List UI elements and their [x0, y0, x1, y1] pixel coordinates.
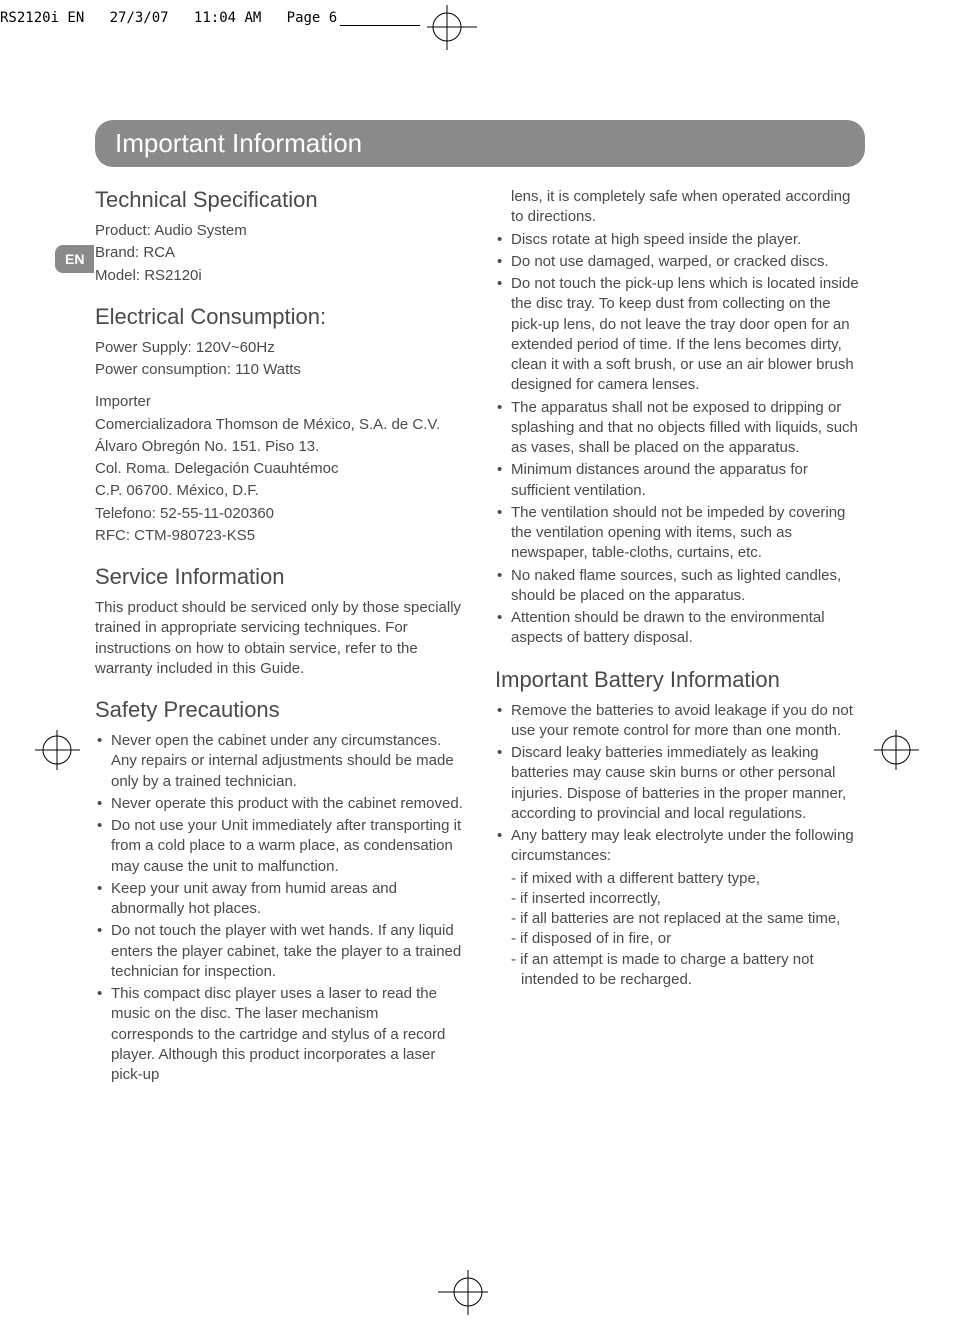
- list-item: Attention should be drawn to the environ…: [495, 608, 865, 649]
- print-header: RS2120i EN 27/3/07 11:04 AM Page 6: [0, 10, 337, 26]
- tech-product: Product: Audio System: [95, 221, 465, 241]
- importer-line: Col. Roma. Delegación Cuauhtémoc: [95, 459, 465, 479]
- left-column: Technical Specification Product: Audio S…: [95, 187, 465, 1087]
- list-item: No naked flame sources, such as lighted …: [495, 566, 865, 607]
- list-item: This compact disc player uses a laser to…: [95, 984, 465, 1085]
- sublist-item: - if an attempt is made to charge a batt…: [511, 950, 865, 991]
- sublist-item: - if inserted incorrectly,: [511, 889, 865, 909]
- list-item: Discs rotate at high speed inside the pl…: [495, 230, 865, 250]
- battery-sublist: - if mixed with a different battery type…: [495, 869, 865, 991]
- list-item: Any battery may leak electrolyte under t…: [495, 826, 865, 867]
- sublist-item: - if disposed of in fire, or: [511, 929, 865, 949]
- electrical-heading: Electrical Consumption:: [95, 304, 465, 330]
- page-content: Important Information Technical Specific…: [95, 120, 865, 1087]
- crop-line: [340, 25, 420, 26]
- section-banner: Important Information: [95, 120, 865, 167]
- importer-line: Comercializadora Thomson de México, S.A.…: [95, 415, 465, 435]
- list-item: Minimum distances around the apparatus f…: [495, 460, 865, 501]
- list-item: Keep your unit away from humid areas and…: [95, 879, 465, 920]
- registration-mark-top: [417, 5, 477, 55]
- battery-list: Remove the batteries to avoid leakage if…: [495, 701, 865, 867]
- list-item: Do not use damaged, warped, or cracked d…: [495, 252, 865, 272]
- tech-spec-heading: Technical Specification: [95, 187, 465, 213]
- registration-mark-right: [874, 720, 919, 785]
- page: Page 6: [287, 10, 338, 26]
- list-item: Never operate this product with the cabi…: [95, 794, 465, 814]
- time: 11:04 AM: [194, 10, 261, 26]
- list-item: Do not touch the pick-up lens which is l…: [495, 274, 865, 396]
- safety-heading: Safety Precautions: [95, 697, 465, 723]
- language-tab: EN: [55, 245, 94, 273]
- service-text: This product should be serviced only by …: [95, 598, 465, 679]
- list-item: Discard leaky batteries immediately as l…: [495, 743, 865, 824]
- tech-model: Model: RS2120i: [95, 266, 465, 286]
- power-supply: Power Supply: 120V~60Hz: [95, 338, 465, 358]
- safety-list-right: Discs rotate at high speed inside the pl…: [495, 230, 865, 649]
- importer-line: Álvaro Obregón No. 151. Piso 13.: [95, 437, 465, 457]
- safety-continuation: lens, it is completely safe when operate…: [495, 187, 865, 228]
- battery-heading: Important Battery Information: [495, 667, 865, 693]
- importer-line: C.P. 06700. México, D.F.: [95, 481, 465, 501]
- right-column: lens, it is completely safe when operate…: [495, 187, 865, 1087]
- two-column-layout: Technical Specification Product: Audio S…: [95, 187, 865, 1087]
- registration-mark-bottom: [438, 1270, 498, 1320]
- filename: RS2120i EN: [0, 10, 84, 26]
- list-item: Do not touch the player with wet hands. …: [95, 921, 465, 982]
- importer-label: Importer: [95, 392, 465, 412]
- list-item: The ventilation should not be impeded by…: [495, 503, 865, 564]
- sublist-item: - if mixed with a different battery type…: [511, 869, 865, 889]
- power-consumption: Power consumption: 110 Watts: [95, 360, 465, 380]
- registration-mark-left: [35, 720, 80, 785]
- importer-line: Telefono: 52-55-11-020360: [95, 504, 465, 524]
- importer-line: RFC: CTM-980723-KS5: [95, 526, 465, 546]
- date: 27/3/07: [110, 10, 169, 26]
- list-item: Never open the cabinet under any circums…: [95, 731, 465, 792]
- service-heading: Service Information: [95, 564, 465, 590]
- tech-brand: Brand: RCA: [95, 243, 465, 263]
- list-item: Do not use your Unit immediately after t…: [95, 816, 465, 877]
- list-item: Remove the batteries to avoid leakage if…: [495, 701, 865, 742]
- safety-list-left: Never open the cabinet under any circums…: [95, 731, 465, 1085]
- list-item: The apparatus shall not be exposed to dr…: [495, 398, 865, 459]
- sublist-item: - if all batteries are not replaced at t…: [511, 909, 865, 929]
